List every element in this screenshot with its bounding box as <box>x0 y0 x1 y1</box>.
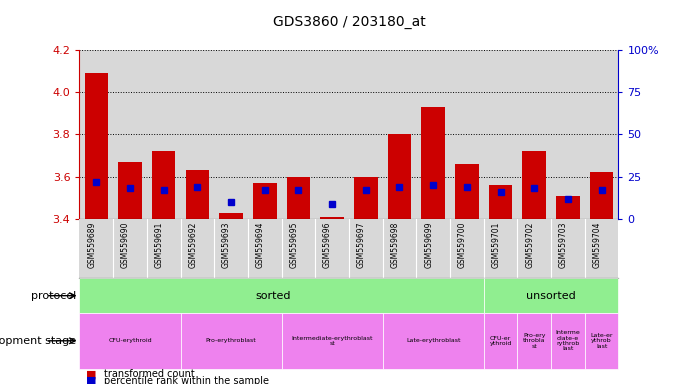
Bar <box>118 162 142 219</box>
Bar <box>152 151 176 219</box>
Text: GDS3860 / 203180_at: GDS3860 / 203180_at <box>272 15 426 29</box>
Bar <box>321 217 344 219</box>
Text: Pro-ery
throbla
st: Pro-ery throbla st <box>523 333 545 349</box>
Text: transformed count: transformed count <box>104 369 194 379</box>
Bar <box>585 313 618 369</box>
Text: GSM559702: GSM559702 <box>525 222 534 268</box>
Text: GSM559690: GSM559690 <box>121 222 130 268</box>
Text: protocol: protocol <box>31 291 76 301</box>
Text: development stage: development stage <box>0 336 76 346</box>
Text: ■: ■ <box>86 369 97 379</box>
Text: CFU-er
ythroid: CFU-er ythroid <box>489 336 512 346</box>
Text: sorted: sorted <box>256 291 291 301</box>
Text: GSM559700: GSM559700 <box>458 222 467 268</box>
Bar <box>84 73 108 219</box>
Text: GSM559695: GSM559695 <box>290 222 299 268</box>
Bar <box>354 177 377 219</box>
Bar <box>383 313 484 369</box>
Text: GSM559698: GSM559698 <box>390 222 399 268</box>
Bar <box>79 313 180 369</box>
Text: Late-er
ythrob
last: Late-er ythrob last <box>590 333 613 349</box>
Text: GSM559696: GSM559696 <box>323 222 332 268</box>
Text: ■: ■ <box>86 376 97 384</box>
Text: GSM559697: GSM559697 <box>357 222 366 268</box>
Text: GSM559694: GSM559694 <box>256 222 265 268</box>
Bar <box>388 134 411 219</box>
Text: GSM559703: GSM559703 <box>559 222 568 268</box>
Bar <box>455 164 479 219</box>
Bar <box>186 170 209 219</box>
Text: GSM559691: GSM559691 <box>155 222 164 268</box>
Bar <box>518 313 551 369</box>
Bar <box>180 313 281 369</box>
Text: GSM559689: GSM559689 <box>87 222 96 268</box>
Bar <box>551 313 585 369</box>
Bar <box>484 278 618 313</box>
Text: GSM559693: GSM559693 <box>222 222 231 268</box>
Bar <box>484 313 518 369</box>
Bar <box>253 183 276 219</box>
Bar <box>522 151 546 219</box>
Text: GSM559699: GSM559699 <box>424 222 433 268</box>
Bar <box>489 185 512 219</box>
Text: Pro-erythroblast: Pro-erythroblast <box>206 338 256 343</box>
Text: GSM559704: GSM559704 <box>593 222 602 268</box>
Bar <box>79 278 484 313</box>
Text: GSM559701: GSM559701 <box>491 222 500 268</box>
Bar <box>282 313 383 369</box>
Bar <box>556 196 580 219</box>
Text: Intermediate-erythroblast
st: Intermediate-erythroblast st <box>292 336 373 346</box>
Bar <box>219 212 243 219</box>
Text: percentile rank within the sample: percentile rank within the sample <box>104 376 269 384</box>
Text: CFU-erythroid: CFU-erythroid <box>108 338 152 343</box>
Bar <box>287 177 310 219</box>
Text: GSM559692: GSM559692 <box>189 222 198 268</box>
Bar <box>590 172 614 219</box>
Bar <box>422 107 445 219</box>
Text: Interme
diate-e
rythrob
last: Interme diate-e rythrob last <box>556 330 580 351</box>
Text: Late-erythroblast: Late-erythroblast <box>406 338 460 343</box>
Text: unsorted: unsorted <box>527 291 576 301</box>
